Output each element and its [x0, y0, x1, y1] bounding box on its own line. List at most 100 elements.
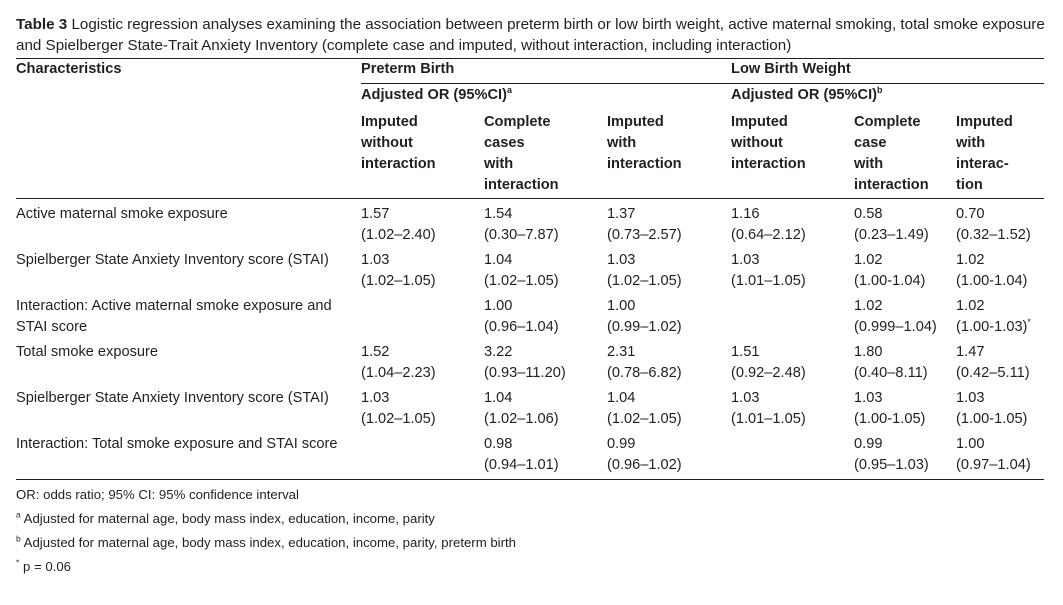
confidence-interval-text: (0.23–1.49) [854, 227, 929, 243]
column-header-line: with [854, 156, 884, 172]
table-cell: 1.02 (1.00-1.03)* [956, 292, 1044, 338]
table-row: Spielberger State Anxiety Inventory scor… [16, 246, 1044, 292]
odds-ratio-value: 1.47 [956, 344, 985, 360]
table-cell: 1.54 (0.30–7.87) [484, 199, 607, 247]
table-cell: 1.47 (0.42–5.11) [956, 338, 1044, 384]
table-cell: 1.00 (0.96–1.04) [484, 292, 607, 338]
odds-ratio-value: 1.03 [361, 252, 390, 268]
column-header-line: interac- [956, 156, 1009, 172]
footnote-abbreviations: OR: odds ratio; 95% CI: 95% confidence i… [16, 487, 299, 502]
confidence-interval: (0.40–8.11) [854, 363, 956, 384]
odds-ratio-value: 1.04 [607, 390, 636, 406]
confidence-interval: (0.96–1.02) [607, 455, 731, 476]
confidence-interval: (1.01–1.05) [731, 409, 854, 430]
table-cell: 0.98 (0.94–1.01) [484, 430, 607, 479]
column-header-line: cases [484, 135, 525, 151]
confidence-interval: (0.73–2.57) [607, 225, 731, 246]
confidence-interval: (0.99–1.02) [607, 317, 731, 338]
header-characteristics: Characteristics [16, 58, 361, 84]
table-figure: Table 3 Logistic regression analyses exa… [16, 14, 1046, 581]
confidence-interval-text: (1.02–1.05) [607, 411, 682, 427]
confidence-interval: (1.01–1.05) [731, 271, 854, 292]
confidence-interval: (0.23–1.49) [854, 225, 956, 246]
confidence-interval-text: (1.02–1.05) [607, 273, 682, 289]
footnote-star-marker: * [1027, 317, 1031, 328]
confidence-interval: (0.93–11.20) [484, 363, 607, 384]
table-cell: 1.02 (0.999–1.04) [854, 292, 956, 338]
footnote-a: a Adjusted for maternal age, body mass i… [16, 509, 435, 526]
confidence-interval: (1.04–2.23) [361, 363, 484, 384]
odds-ratio-value: 1.54 [484, 206, 513, 222]
footnote-b: b Adjusted for maternal age, body mass i… [16, 533, 517, 550]
footnote-star: * p = 0.06 [16, 557, 72, 574]
odds-ratio-value: 1.00 [484, 298, 513, 314]
confidence-interval-text: (1.01–1.05) [731, 411, 806, 427]
confidence-interval-text: (0.40–8.11) [854, 365, 928, 381]
table-cell: 2.31 (0.78–6.82) [607, 338, 731, 384]
table-cell: 1.37 (0.73–2.57) [607, 199, 731, 247]
confidence-interval-text: (1.00-1.04) [854, 273, 926, 289]
confidence-interval-text: (1.04–2.23) [361, 365, 436, 381]
odds-ratio-value: 1.37 [607, 206, 636, 222]
table-cell [361, 292, 484, 338]
table-cell: 1.02 (1.00-1.04) [854, 246, 956, 292]
confidence-interval-text: (0.64–2.12) [731, 227, 806, 243]
column-header: Complete case with interaction [854, 109, 957, 199]
column-header-line: with [484, 156, 514, 172]
odds-ratio-value: 0.99 [854, 436, 883, 452]
table-cell: 1.03 (1.02–1.05) [607, 246, 731, 292]
table-cell: 1.04 (1.02–1.06) [484, 384, 607, 430]
confidence-interval-text: (0.999–1.04) [854, 319, 937, 335]
confidence-interval-text: (0.97–1.04) [956, 457, 1031, 473]
column-header-line: interaction [731, 156, 806, 172]
table-cell: 0.70 (0.32–1.52) [956, 199, 1044, 247]
confidence-interval-text: (0.96–1.02) [607, 457, 682, 473]
confidence-interval-text: (1.02–1.05) [484, 273, 559, 289]
confidence-interval: (1.02–1.05) [361, 271, 484, 292]
table-row: Total smoke exposure 1.52 (1.04–2.23) 3.22 (… [16, 338, 1044, 384]
header-empty [16, 84, 361, 110]
row-label-line: Interaction: Total smoke exposure and ST… [16, 436, 338, 452]
table-cell: 1.51 (0.92–2.48) [731, 338, 854, 384]
column-header-line: without [731, 135, 783, 151]
confidence-interval: (0.94–1.01) [484, 455, 607, 476]
confidence-interval-text: (0.92–2.48) [731, 365, 806, 381]
confidence-interval: (1.00-1.03)* [956, 317, 1044, 338]
odds-ratio-value: 1.03 [854, 390, 883, 406]
confidence-interval: (1.00-1.04) [854, 271, 956, 292]
odds-ratio-value: 1.03 [361, 390, 390, 406]
confidence-interval-text: (1.02–1.05) [361, 411, 436, 427]
column-header-line: with [607, 135, 637, 151]
confidence-interval: (0.78–6.82) [607, 363, 731, 384]
caption-text: Logistic regression analyses examining t… [16, 16, 1045, 54]
table-cell [361, 430, 484, 479]
table-cell [731, 292, 854, 338]
table-cell: 1.03 (1.01–1.05) [731, 246, 854, 292]
odds-ratio-value: 1.02 [956, 252, 985, 268]
table-cell: 1.04 (1.02–1.05) [607, 384, 731, 430]
column-header-line: case [854, 135, 887, 151]
row-label: Interaction: Total smoke exposure and ST… [16, 430, 361, 479]
column-header-line: interaction [854, 177, 929, 193]
odds-ratio-value: 1.03 [607, 252, 636, 268]
confidence-interval-text: (1.02–2.40) [361, 227, 436, 243]
odds-ratio-value: 1.03 [731, 252, 760, 268]
confidence-interval: (0.97–1.04) [956, 455, 1044, 476]
table-cell: 1.03 (1.00-1.05) [854, 384, 956, 430]
odds-ratio-value: 1.00 [956, 436, 985, 452]
odds-ratio-value: 1.02 [854, 298, 883, 314]
confidence-interval-text: (0.73–2.57) [607, 227, 682, 243]
confidence-interval: (0.64–2.12) [731, 225, 854, 246]
odds-ratio-value: 1.57 [361, 206, 390, 222]
row-label: Interaction: Active maternal smoke expos… [16, 292, 361, 338]
column-header-line: Complete [854, 114, 921, 130]
table-caption: Table 3 Logistic regression analyses exa… [16, 14, 1046, 56]
confidence-interval-text: (1.01–1.05) [731, 273, 806, 289]
results-table: Characteristics Preterm Birth Low Birth … [16, 58, 1045, 479]
odds-ratio-value: 0.58 [854, 206, 883, 222]
confidence-interval: (0.96–1.04) [484, 317, 607, 338]
column-header-line: Complete [484, 114, 551, 130]
confidence-interval-text: (1.00-1.05) [854, 411, 926, 427]
confidence-interval-text: (0.30–7.87) [484, 227, 559, 243]
table-cell: 1.03 (1.02–1.05) [361, 384, 484, 430]
